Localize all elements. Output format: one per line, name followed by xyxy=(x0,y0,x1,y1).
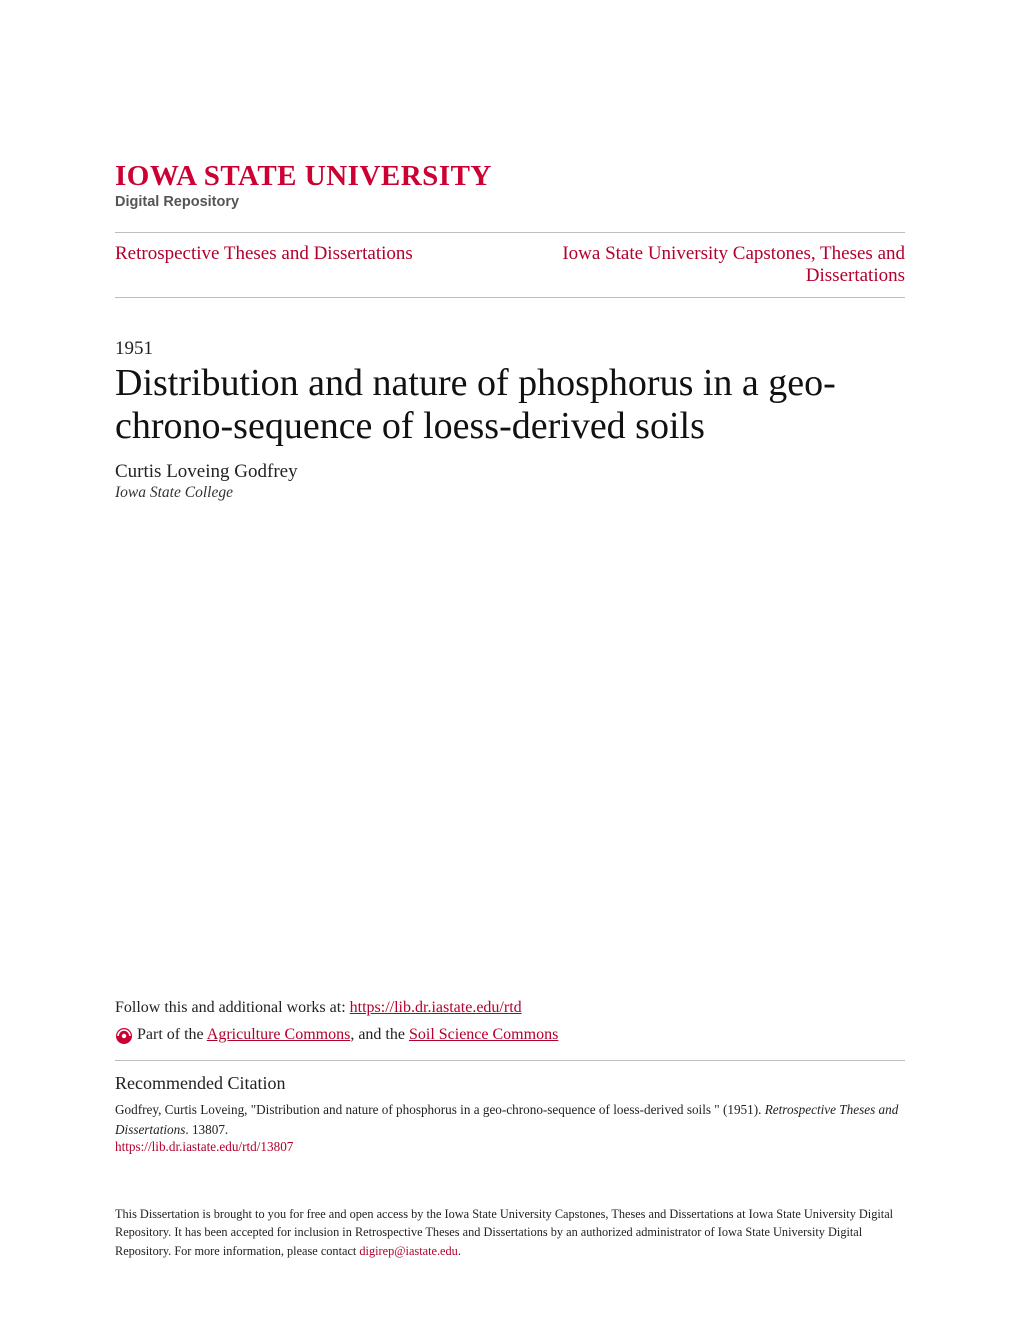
author-name: Curtis Loveing Godfrey xyxy=(115,461,905,484)
citation-heading: Recommended Citation xyxy=(115,1073,905,1094)
cover-page: Iowa State University Digital Repository… xyxy=(0,0,1020,1320)
collection-link-left[interactable]: Retrospective Theses and Dissertations xyxy=(115,243,413,265)
collection-bar: Retrospective Theses and Dissertations I… xyxy=(115,232,905,298)
logo-line1: Iowa State University xyxy=(115,160,905,193)
follow-block: Follow this and additional works at: htt… xyxy=(115,994,905,1061)
publication-year: 1951 xyxy=(115,338,905,360)
vertical-spacer xyxy=(115,502,905,994)
footer-note: This Dissertation is brought to you for … xyxy=(115,1205,905,1260)
citation-before: Godfrey, Curtis Loveing, "Distribution a… xyxy=(115,1102,765,1117)
partof-joiner: , and the xyxy=(350,1026,409,1043)
citation-block: Recommended Citation Godfrey, Curtis Lov… xyxy=(115,1073,905,1154)
footer-text-after: . xyxy=(458,1244,461,1258)
repository-url-link[interactable]: https://lib.dr.iastate.edu/rtd xyxy=(350,999,522,1016)
partof-line: Part of the Agriculture Commons, and the… xyxy=(115,1021,905,1048)
commons-link-1[interactable]: Agriculture Commons xyxy=(207,1026,351,1043)
paper-title: Distribution and nature of phosphorus in… xyxy=(115,362,905,447)
follow-line: Follow this and additional works at: htt… xyxy=(115,994,905,1021)
institution-logo: Iowa State University Digital Repository xyxy=(115,160,905,210)
citation-after: . 13807. xyxy=(185,1122,228,1137)
collection-link-right[interactable]: Iowa State University Capstones, Theses … xyxy=(535,243,905,287)
citation-url[interactable]: https://lib.dr.iastate.edu/rtd/13807 xyxy=(115,1139,905,1155)
partof-prefix: Part of the xyxy=(137,1026,207,1043)
logo-line2: Digital Repository xyxy=(115,194,905,210)
contact-email-link[interactable]: digirep@iastate.edu xyxy=(359,1244,457,1258)
network-icon xyxy=(115,1027,133,1045)
citation-text: Godfrey, Curtis Loveing, "Distribution a… xyxy=(115,1100,905,1138)
follow-prefix: Follow this and additional works at: xyxy=(115,999,350,1016)
author-affiliation: Iowa State College xyxy=(115,484,905,502)
footer-text-before: This Dissertation is brought to you for … xyxy=(115,1207,893,1258)
commons-link-2[interactable]: Soil Science Commons xyxy=(409,1026,558,1043)
